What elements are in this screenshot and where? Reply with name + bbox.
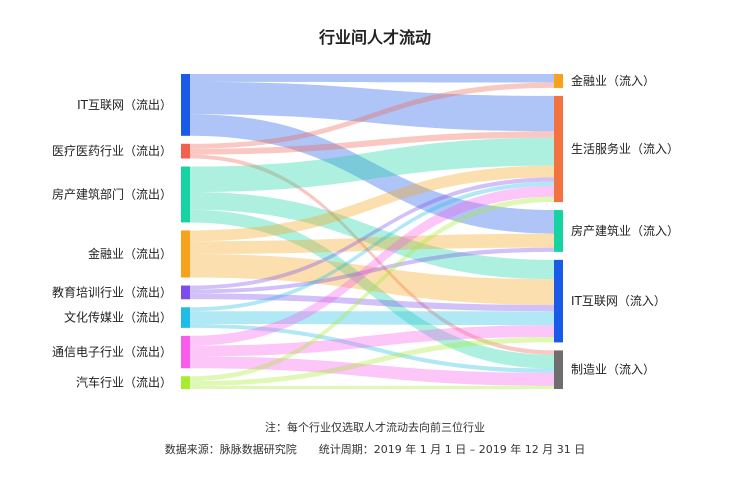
flow-link	[190, 323, 554, 373]
flow-link	[190, 181, 554, 312]
flow-link	[190, 74, 554, 83]
flow-link	[190, 192, 554, 280]
flow-link	[190, 165, 554, 242]
flow-link	[190, 209, 554, 369]
source-label: 汽车行业（流出）	[76, 375, 172, 390]
flow-link	[190, 177, 554, 290]
target-label: 房产建筑业（流入）	[571, 223, 679, 238]
target-node	[554, 259, 563, 343]
flow-links	[190, 74, 554, 389]
stat-period: 统计周期：2019 年 1 月 1 日 – 2019 年 12 月 31 日	[318, 443, 586, 456]
flow-link	[190, 196, 554, 382]
flow-link	[190, 293, 554, 312]
target-label: 金融业（流入）	[571, 73, 655, 88]
source-node	[181, 307, 190, 328]
chart-title: 行业间人才流动	[318, 28, 431, 47]
flow-link	[190, 385, 554, 389]
data-source: 数据来源：脉脉数据研究院	[164, 443, 297, 456]
target-node	[554, 95, 563, 203]
target-node	[554, 74, 563, 88]
flow-link	[190, 337, 554, 387]
source-label: 文化传媒业（流出）	[64, 310, 172, 325]
flow-link	[190, 253, 554, 305]
source-node	[181, 74, 190, 136]
source-label: 通信电子行业（流出）	[52, 345, 172, 359]
source-node	[181, 143, 190, 159]
flow-link	[190, 356, 554, 386]
flow-link	[190, 311, 554, 326]
flow-link	[190, 325, 554, 357]
flow-link	[190, 233, 554, 254]
source-label: 教育培训行业（流出）	[52, 284, 172, 299]
source-label: 房产建筑部门（流出）	[52, 186, 172, 201]
flow-link	[190, 137, 554, 193]
flow-link	[190, 154, 554, 355]
source-node	[181, 335, 190, 369]
flow-link	[190, 114, 554, 234]
flow-link	[190, 82, 554, 149]
source-label: 金融业（流出）	[88, 246, 172, 261]
industry-labels: IT互联网（流出） 医疗医药行业（流出） 房产建筑部门（流出） 金融业（流出） 教育培训…	[52, 73, 679, 390]
flow-link	[190, 81, 554, 132]
source-node	[181, 285, 190, 300]
flow-link	[190, 185, 554, 346]
target-label: 生活服务业（流入）	[571, 141, 679, 156]
source-node	[181, 376, 190, 389]
source-label: 医疗医药行业（流出）	[52, 144, 172, 158]
source-node	[181, 166, 190, 223]
source-line: 数据来源：脉脉数据研究院 统计周期：2019 年 1 月 1 日 – 2019 年…	[0, 441, 750, 457]
target-label: IT互联网（流入）	[571, 294, 666, 308]
target-node	[554, 350, 563, 389]
source-node	[181, 230, 190, 278]
target-label: 制造业（流入）	[571, 363, 655, 377]
target-node	[554, 210, 563, 252]
flow-link	[190, 131, 554, 155]
flow-link	[190, 247, 554, 294]
industry-nodes	[181, 74, 563, 389]
footnote: 注：每个行业仅选取人才流动去向前三位行业	[265, 421, 485, 434]
source-label: IT互联网（流出）	[77, 98, 172, 112]
